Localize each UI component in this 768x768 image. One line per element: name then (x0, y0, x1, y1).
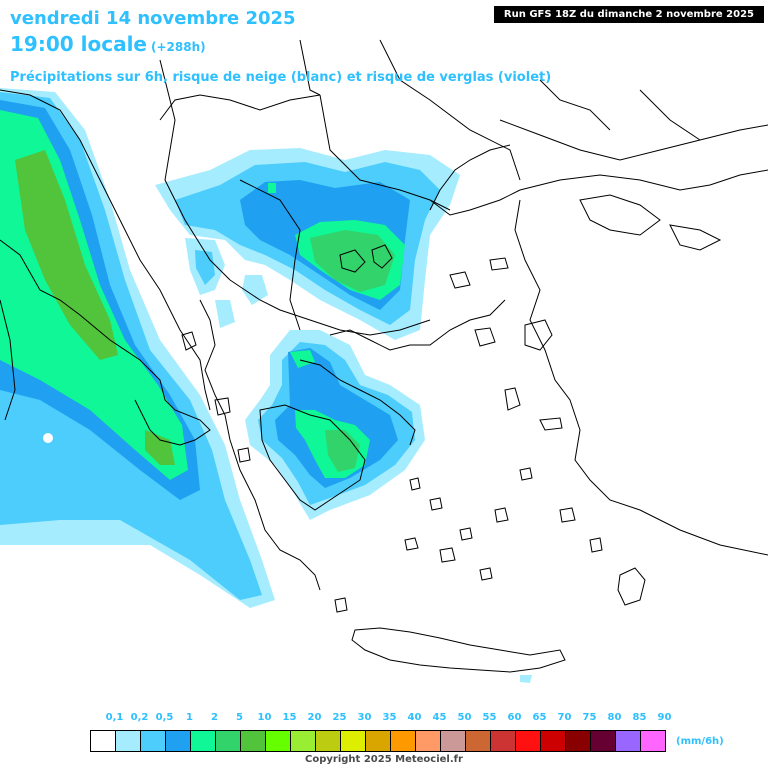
borders-and-coastlines (0, 39, 768, 673)
legend-labels: 0,1 0,2 0,5 1 2 5 10 15 20 25 30 35 40 45 50 55 60 65 70 75… (90, 712, 672, 726)
precip-dot (268, 183, 276, 193)
legend-threshold-label: 70 (557, 712, 572, 723)
forecast-date: vendredi 14 novembre 2025 (10, 8, 296, 29)
legend-swatch (466, 731, 491, 751)
precip-zone-darkgreen-2 (145, 430, 175, 465)
legend-threshold-label: 20 (307, 712, 322, 723)
legend-swatch (91, 731, 116, 751)
precip-zone-darkgreen (310, 230, 395, 292)
precip-zone-green-2 (290, 350, 315, 368)
legend-unit: (mm/6h) (676, 736, 724, 747)
legend-threshold-label: 15 (282, 712, 297, 723)
legend-threshold-label: 0,1 (105, 712, 124, 723)
forecast-time-value: 19:00 locale (10, 32, 147, 56)
precip-zone-darkgreen (15, 150, 118, 360)
legend-threshold-label: 90 (657, 712, 672, 723)
legend-threshold-label: 65 (532, 712, 547, 723)
legend-swatch (441, 731, 466, 751)
legend-threshold-label: 30 (357, 712, 372, 723)
legend-threshold-label: 40 (407, 712, 422, 723)
legend-threshold-label: 45 (432, 712, 447, 723)
legend-threshold-label: 0,2 (130, 712, 149, 723)
run-info-badge: Run GFS 18Z du dimanche 2 novembre 2025 (493, 6, 764, 23)
legend-swatch (416, 731, 441, 751)
legend-swatch (591, 731, 616, 751)
legend-swatch (391, 731, 416, 751)
legend-swatch (316, 731, 341, 751)
legend-threshold-label: 2 (211, 712, 218, 723)
forecast-time: 19:00 locale (+288h) (10, 32, 206, 56)
legend-threshold-label: 10 (257, 712, 272, 723)
precip-blobs-north (185, 238, 268, 328)
legend-swatch (191, 731, 216, 751)
lead-time: (+288h) (151, 40, 206, 54)
legend-threshold-label: 1 (186, 712, 193, 723)
legend-swatch (216, 731, 241, 751)
legend-threshold-label: 80 (607, 712, 622, 723)
legend-threshold-label: 0,5 (155, 712, 174, 723)
legend-swatch (116, 731, 141, 751)
legend-swatch (541, 731, 566, 751)
legend-swatch (491, 731, 516, 751)
legend-swatch (266, 731, 291, 751)
legend-swatch (641, 731, 665, 751)
legend-colorbar (90, 730, 666, 752)
legend-swatch (166, 731, 191, 751)
map-subtitle: Précipitations sur 6h, risque de neige (… (10, 70, 552, 85)
precip-band-balkans (155, 148, 460, 340)
legend-threshold-label: 35 (382, 712, 397, 723)
precip-zone-darkgreen (325, 430, 360, 472)
legend-swatch (241, 731, 266, 751)
legend-swatch (291, 731, 316, 751)
legend-threshold-label: 25 (332, 712, 347, 723)
precip-hole (43, 433, 53, 443)
legend-swatch (616, 731, 641, 751)
legend-swatch (341, 731, 366, 751)
legend-threshold-label: 55 (482, 712, 497, 723)
legend-threshold-label: 75 (582, 712, 597, 723)
legend-threshold-label: 60 (507, 712, 522, 723)
copyright-text: Copyright 2025 Meteociel.fr (305, 754, 463, 765)
precip-band-adriatic (0, 88, 275, 608)
legend-swatch (566, 731, 591, 751)
legend-threshold-label: 85 (632, 712, 647, 723)
legend-threshold-label: 50 (457, 712, 472, 723)
legend-swatch (141, 731, 166, 751)
legend-swatch (516, 731, 541, 751)
legend-swatch (366, 731, 391, 751)
legend-threshold-label: 5 (236, 712, 243, 723)
precip-blob-crete (520, 675, 532, 683)
